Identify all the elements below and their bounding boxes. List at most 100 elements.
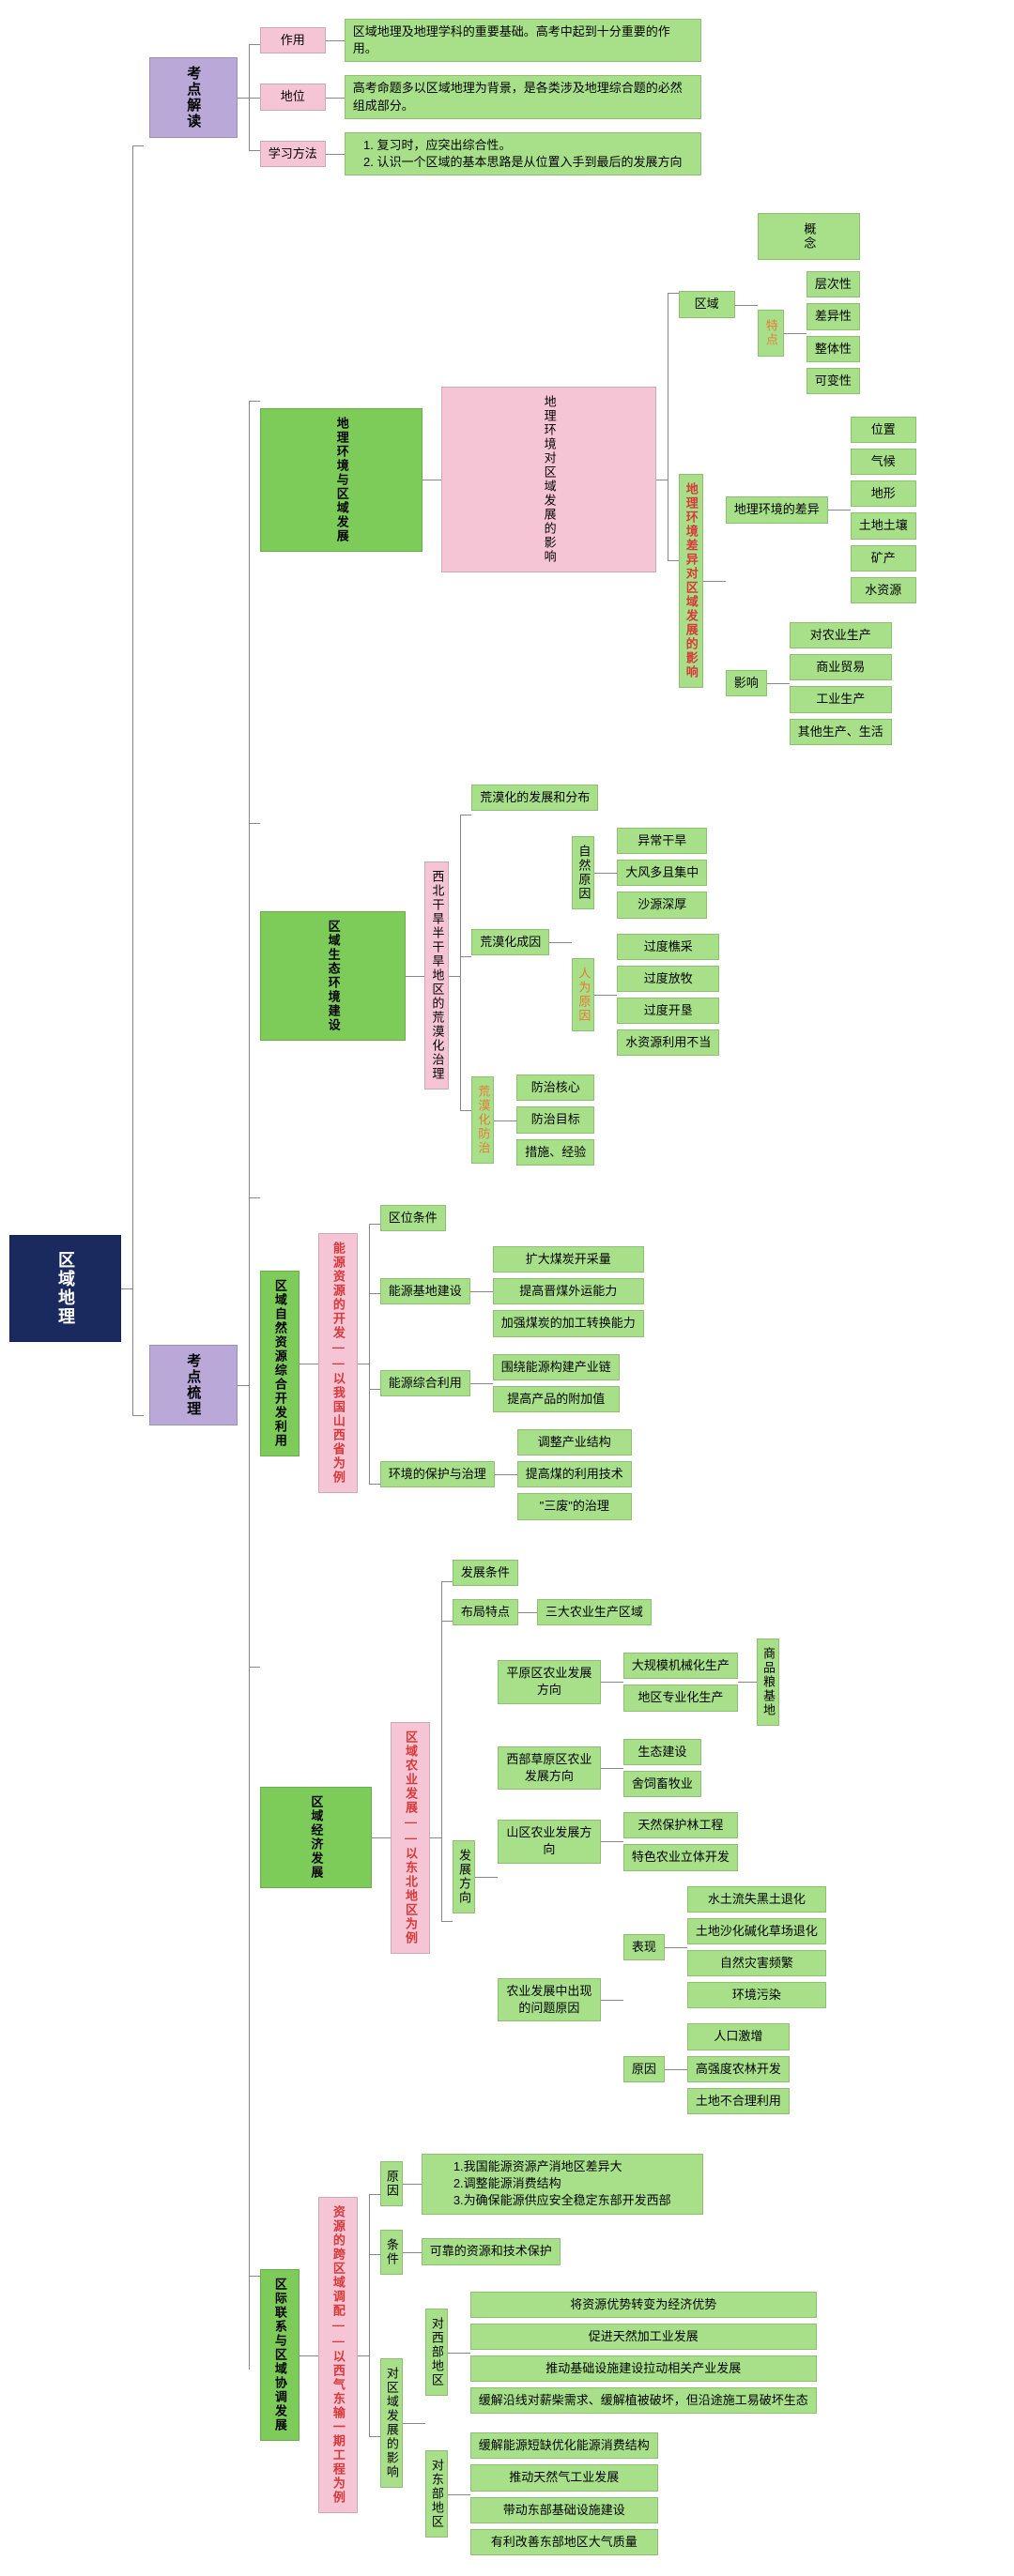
g0-b-title: 地理环境差异对区域发展的影响 — [679, 474, 703, 688]
s1-title: 考点解读 — [149, 57, 238, 138]
group-0: 地理环境与区域发展 地理环境对区域发展的影响 — [260, 213, 916, 747]
g4-r1-title: 原因 — [380, 2161, 403, 2206]
g3-r3a-side: 商品粮基地 — [757, 1639, 779, 1726]
g0-env-1: 气候 — [851, 449, 916, 475]
g3-r3a-title: 平原区农业发展方向 — [498, 1660, 601, 1703]
g4-east-2: 带动东部基础设施建设 — [470, 2497, 658, 2523]
g3-title: 区域经济发展 — [260, 1787, 372, 1888]
g4-r1-text: 1.我国能源资源产消地区差异大 2.调整能源消费结构 3.为确保能源供应安全稳定… — [422, 2154, 703, 2215]
g4-east-0: 缓解能源短缺优化能源消费结构 — [470, 2432, 658, 2459]
g4-r3-title: 对区域发展的影响 — [380, 2358, 403, 2488]
g3-r3c-title: 山区农业发展方向 — [498, 1820, 601, 1863]
g1-title: 区域生态环境建设 — [260, 911, 407, 1041]
g1-hum-0: 过度樵采 — [617, 934, 719, 960]
g3-r2-item: 三大农业生产区域 — [537, 1599, 652, 1625]
g4-west: 对西部地区 — [425, 2309, 448, 2396]
g3-r3-title: 发展方向 — [453, 1840, 475, 1913]
s1-label-2: 学习方法 — [260, 141, 326, 167]
g3-p1-3: 环境污染 — [687, 1982, 826, 2008]
s1-text-1: 高考命题多以区域地理为背景，是各类涉及地理综合题的必然组成部分。 — [345, 75, 701, 118]
g2-r4-2: "三废"的治理 — [517, 1493, 632, 1519]
g0-env: 地理环境的差异 — [726, 496, 828, 523]
g0-concept: 概念 — [758, 213, 860, 260]
g4-title: 区际联系与区域协调发展 — [260, 2269, 300, 2441]
g0-env-2: 地形 — [851, 480, 916, 507]
g4-east: 对东部地区 — [425, 2450, 448, 2538]
g4-sub: 资源的跨区域调配——以西气东输一期工程为例 — [318, 2197, 358, 2513]
section-kaodianjiedu: 考点解读 作用 区域地理及地理学科的重要基础。高考中起到十分重要的作用。 地位 — [149, 19, 916, 175]
g3-r3a-0: 大规模机械化生产 — [623, 1653, 738, 1679]
s1-label-0: 作用 — [260, 27, 326, 53]
g0-eff-2: 工业生产 — [790, 686, 892, 712]
g3-r3d-p2: 原因 — [623, 2056, 665, 2082]
g1-hum-3: 水资源利用不当 — [617, 1029, 719, 1056]
g1-r3-title: 荒漠化防治 — [471, 1076, 494, 1164]
g1-hum: 人为原因 — [572, 958, 594, 1031]
s1-text-2: 1. 复习时，应突出综合性。 2. 认识一个区域的基本思路是从位置入手到最后的发… — [345, 132, 701, 175]
g4-west-0: 将资源优势转变为经济优势 — [470, 2292, 817, 2318]
group-4: 区际联系与区域协调发展 资源的跨区域调配——以西气东输一期工程为例 — [260, 2154, 916, 2557]
g3-p1-1: 土地沙化碱化草场退化 — [687, 1918, 826, 1944]
g0-feat: 特点 — [758, 310, 784, 357]
g4-r2-item: 可靠的资源和技术保护 — [422, 2238, 561, 2264]
s1-row-2: 学习方法 1. 复习时，应突出综合性。 2. 认识一个区域的基本思路是从位置入手… — [260, 132, 701, 175]
g2-title: 区域自然资源综合开发利用 — [260, 1271, 300, 1456]
g3-r3c-0: 天然保护林工程 — [623, 1812, 738, 1838]
g0-env-5: 水资源 — [851, 577, 916, 603]
g0-eff-1: 商业贸易 — [790, 654, 892, 680]
g3-r3b-title: 西部草原区农业发展方向 — [498, 1746, 601, 1790]
g2-r4-title: 环境的保护与治理 — [380, 1461, 495, 1487]
group-1: 区域生态环境建设 西北干旱半干旱地区的荒漠化治理 荒漠化的发展和分布 — [260, 785, 916, 1167]
s1-text-0: 区域地理及地理学科的重要基础。高考中起到十分重要的作用。 — [345, 19, 701, 62]
g1-r3-2: 措施、经验 — [516, 1139, 594, 1166]
group-3: 区域经济发展 区域农业发展——以东北地区为例 发展条件 — [260, 1560, 916, 2116]
g4-west-2: 推动基础设施建设拉动相关产业发展 — [470, 2355, 817, 2382]
g0-feat-1: 差异性 — [807, 303, 860, 329]
g3-p2-2: 土地不合理利用 — [687, 2088, 790, 2114]
g0-env-4: 矿产 — [851, 545, 916, 572]
g2-r3-0: 围绕能源构建产业链 — [493, 1354, 620, 1380]
g1-hum-1: 过度放牧 — [617, 966, 719, 992]
g3-r3c-1: 特色农业立体开发 — [623, 1844, 738, 1870]
g0-feat-2: 整体性 — [807, 336, 860, 362]
g3-sub: 区域农业发展——以东北地区为例 — [391, 1722, 430, 1954]
g0-env-0: 位置 — [851, 417, 916, 443]
g0-eff-0: 对农业生产 — [790, 622, 892, 648]
section-kaodianshuli: 考点梳理 地理环境与区域发展 地理环境对区域 — [149, 213, 916, 2557]
g3-r3b-1: 舍饲畜牧业 — [623, 1771, 701, 1797]
g2-r1: 区位条件 — [380, 1205, 446, 1231]
group-2: 区域自然资源综合开发利用 能源资源的开发——以我国山西省为例 — [260, 1205, 916, 1522]
g2-r4-1: 提高煤的利用技术 — [517, 1461, 632, 1487]
g0-title: 地理环境与区域发展 — [260, 408, 423, 552]
g3-r1: 发展条件 — [453, 1560, 518, 1586]
g2-r2-title: 能源基地建设 — [380, 1278, 470, 1304]
g3-p2-1: 高强度农林开发 — [687, 2056, 790, 2082]
g0-feat-0: 层次性 — [807, 271, 860, 297]
g1-r3-1: 防治目标 — [516, 1106, 594, 1133]
g1-nat-0: 异常干旱 — [617, 828, 707, 854]
g2-sub: 能源资源的开发——以我国山西省为例 — [318, 1233, 358, 1493]
s1-row-1: 地位 高考命题多以区域地理为背景，是各类涉及地理综合题的必然组成部分。 — [260, 75, 701, 118]
g4-r2-title: 条件 — [380, 2230, 403, 2275]
g3-p1-0: 水土流失黑土退化 — [687, 1886, 826, 1913]
g1-nat-1: 大风多且集中 — [617, 860, 707, 886]
g0-eff: 影响 — [726, 670, 767, 696]
g1-nat: 自然原因 — [572, 836, 594, 909]
g4-east-3: 有利改善东部地区大气质量 — [470, 2529, 658, 2555]
g3-r3b-0: 生态建设 — [623, 1739, 701, 1765]
g0-a-title: 区域 — [679, 291, 735, 317]
g0-eff-3: 其他生产、生活 — [790, 719, 892, 745]
g3-r3d-title: 农业发展中出现的问题原因 — [498, 1978, 601, 2021]
g4-west-3: 缓解沿线对薪柴需求、缓解植被破坏，但沿途施工易破坏生态 — [470, 2387, 817, 2414]
g0-feat-3: 可变性 — [807, 368, 860, 394]
s2-title: 考点梳理 — [149, 1345, 238, 1425]
g3-r3a-1: 地区专业化生产 — [623, 1684, 738, 1711]
g0-env-3: 土地土壤 — [851, 512, 916, 539]
g1-r1: 荒漠化的发展和分布 — [471, 785, 598, 811]
g3-p2-0: 人口激增 — [687, 2023, 790, 2050]
g1-nat-2: 沙源深厚 — [617, 892, 707, 918]
mindmap-root: 区域地理 考点解读 作用 区域地理及地理学科的重 — [9, 19, 1005, 2557]
g3-r2-title: 布局特点 — [453, 1599, 518, 1625]
g1-r2-title: 荒漠化成因 — [471, 929, 549, 955]
s1-row-0: 作用 区域地理及地理学科的重要基础。高考中起到十分重要的作用。 — [260, 19, 701, 62]
